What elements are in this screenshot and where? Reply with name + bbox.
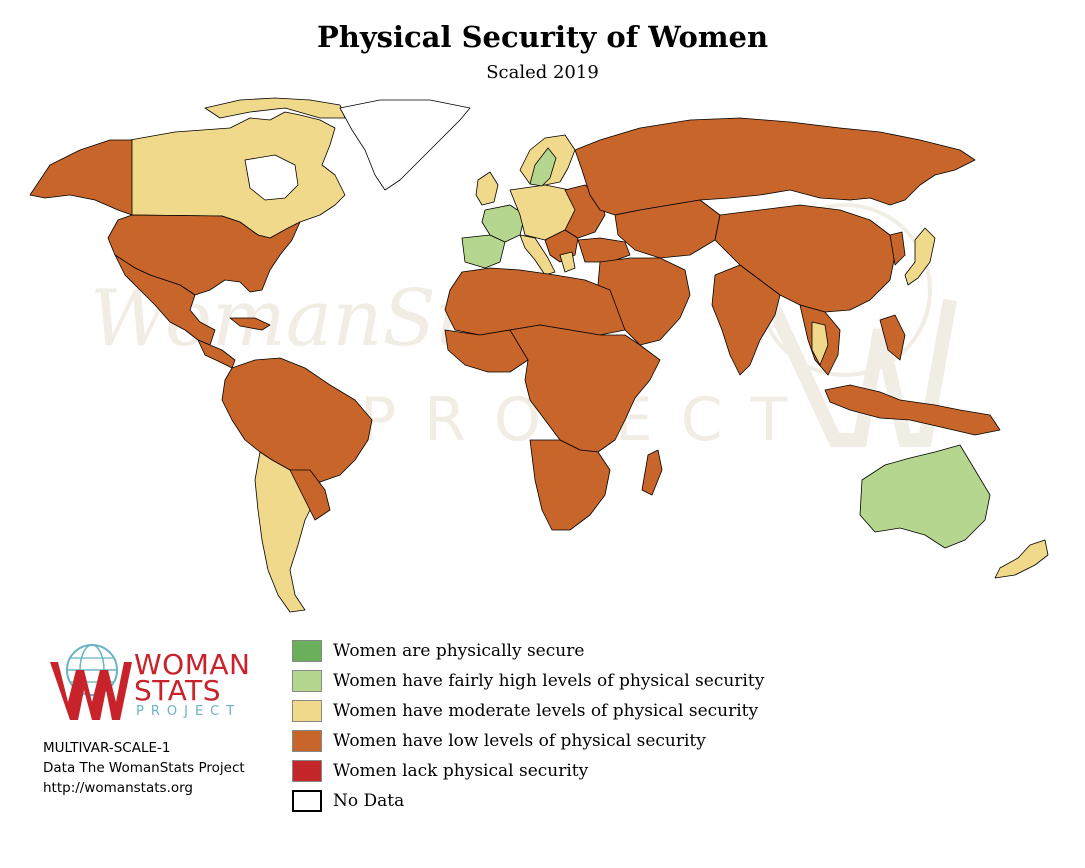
credit-code: MULTIVAR-SCALE-1 [43, 740, 171, 756]
region-japan[interactable] [904, 227, 936, 286]
world-map: WomanStats PROJECT [29, 97, 1049, 613]
region-western-europe[interactable] [481, 204, 526, 243]
legend-label: Women are physically secure [333, 641, 585, 661]
region-south-america-north[interactable] [221, 357, 373, 483]
region-sweden[interactable] [529, 147, 557, 187]
region-caribbean[interactable] [229, 317, 271, 331]
region-madagascar[interactable] [641, 449, 663, 496]
legend-swatch [292, 730, 322, 752]
legend-swatch [292, 640, 322, 662]
region-australia[interactable] [859, 444, 991, 549]
region-southern-africa[interactable] [529, 439, 611, 531]
region-greece[interactable] [559, 251, 576, 273]
logo-word-stats: STATS [134, 674, 222, 707]
legend-label: Women have fairly high levels of physica… [333, 671, 765, 691]
region-philippines[interactable] [879, 314, 906, 361]
legend-swatch [292, 760, 322, 782]
region-iberia[interactable] [461, 234, 506, 269]
region-korea[interactable] [889, 231, 906, 266]
region-new-zealand[interactable] [994, 539, 1049, 579]
logo-emblem-icon [50, 644, 132, 720]
region-thailand[interactable] [811, 321, 829, 366]
legend-swatch [292, 700, 322, 722]
region-indonesia[interactable] [824, 384, 1001, 436]
legend-label: Women have moderate levels of physical s… [333, 701, 759, 721]
region-north-africa[interactable] [444, 267, 626, 336]
region-alaska[interactable] [29, 139, 133, 216]
region-central-america[interactable] [197, 339, 236, 369]
region-russia[interactable] [574, 117, 976, 216]
region-uk[interactable] [475, 171, 499, 206]
map-title: Physical Security of Women [316, 20, 769, 54]
credit-url[interactable]: http://womanstats.org [43, 780, 193, 796]
legend-swatch [292, 790, 322, 812]
region-turkey[interactable] [577, 237, 631, 263]
credits: MULTIVAR-SCALE-1 Data The WomanStats Pro… [43, 738, 245, 798]
region-central-east-africa[interactable] [509, 324, 661, 453]
region-italy[interactable] [519, 234, 556, 276]
region-greenland[interactable] [339, 99, 471, 191]
region-west-africa[interactable] [444, 329, 531, 373]
region-mexico[interactable] [114, 254, 216, 346]
legend-swatch [292, 670, 322, 692]
logo-word-project: PROJECT [136, 704, 242, 719]
region-canada-islands[interactable] [204, 97, 346, 119]
region-uruguay-paraguay[interactable] [289, 469, 331, 521]
legend-label: Women have low levels of physical securi… [333, 731, 706, 751]
region-india[interactable] [711, 264, 781, 376]
map-subtitle: Scaled 2019 [486, 62, 599, 83]
hudson-bay [244, 154, 299, 201]
womanstats-logo: WOMAN STATS PROJECT [42, 640, 250, 725]
legend-label: No Data [333, 791, 405, 811]
legend-label: Women lack physical security [333, 761, 589, 781]
logo-word-woman: WOMAN [134, 648, 251, 681]
credit-source: Data The WomanStats Project [43, 760, 245, 776]
